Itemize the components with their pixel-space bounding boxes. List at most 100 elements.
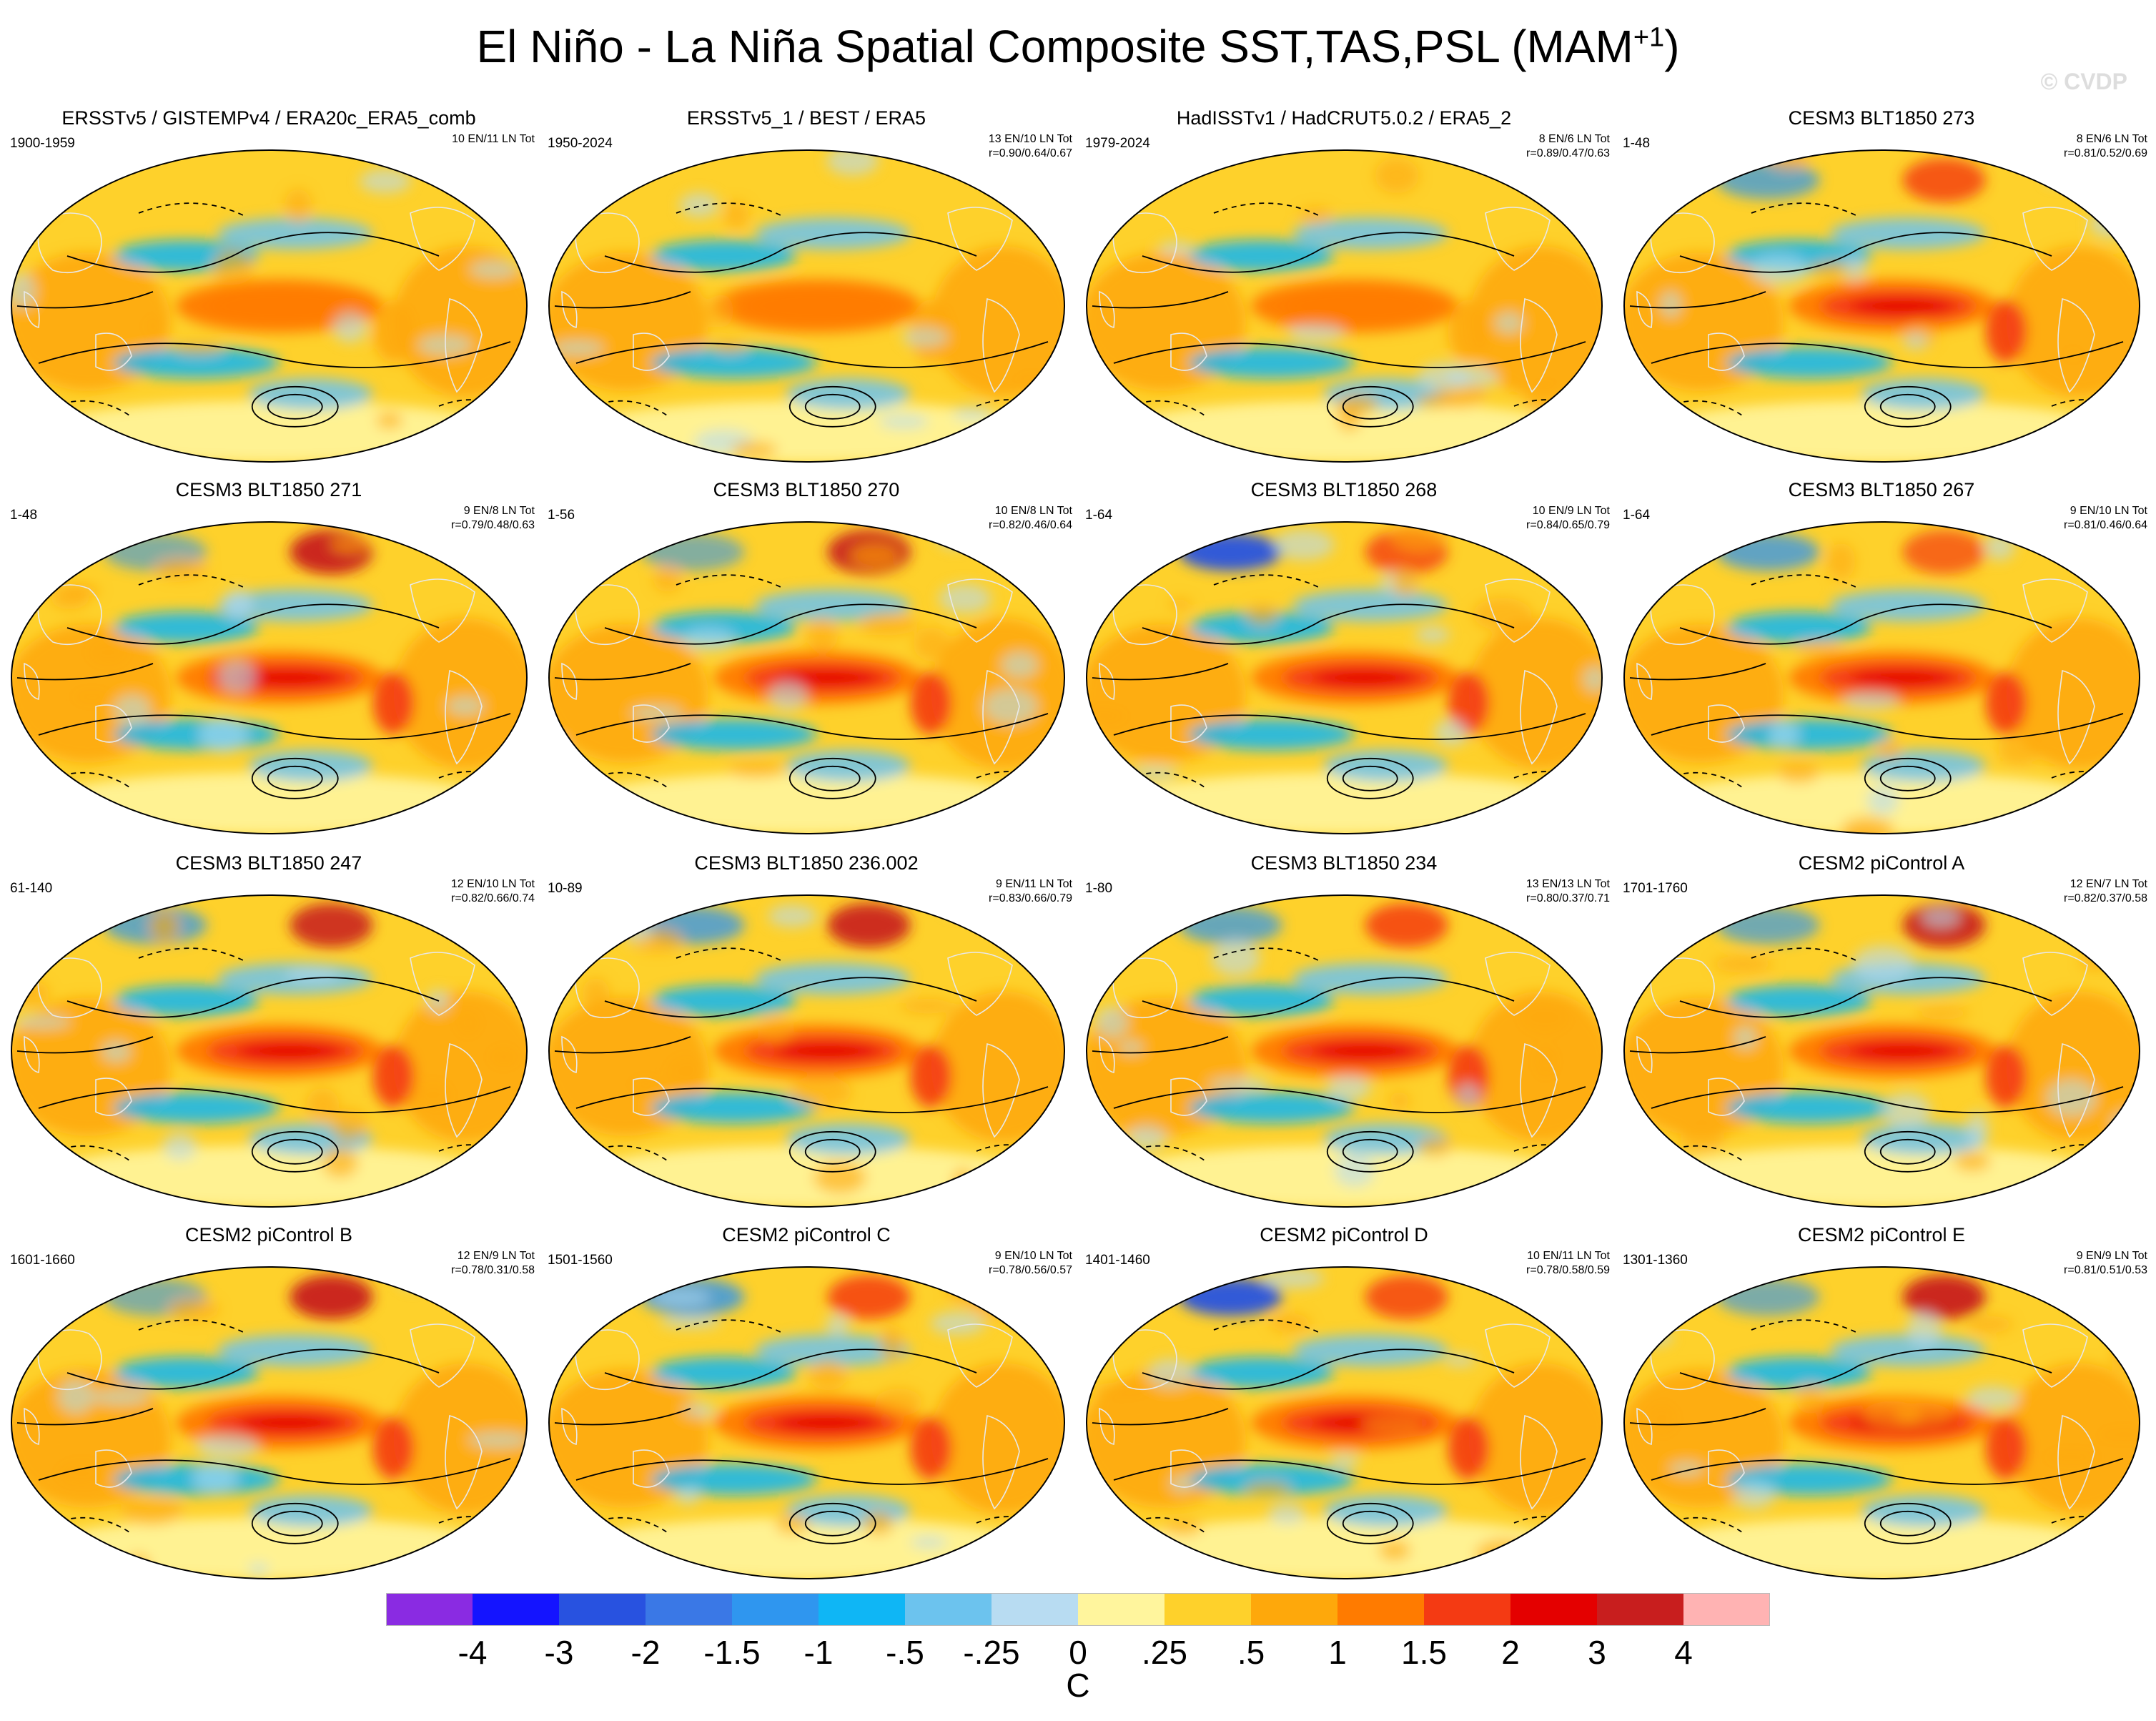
chart-title: El Niño - La Niña Spatial Composite SST,… (476, 21, 1680, 72)
map-border (1086, 521, 1603, 834)
el-nino-tongue-core (744, 290, 900, 322)
anomaly-speckle (2082, 1278, 2121, 1303)
anomaly-speckle (222, 588, 253, 619)
anomaly-speckle (396, 1267, 428, 1288)
anomaly-speckle (468, 1431, 527, 1449)
panel-event-counts: 10 EN/9 LN Tot (1532, 505, 1610, 517)
anomaly-speckle (1415, 626, 1450, 643)
cold-arc-north-east (1292, 589, 1448, 621)
cold-arc-north-west (651, 985, 796, 1017)
el-nino-tongue-peak (1851, 297, 1954, 315)
cold-arc-south-west (1726, 347, 1892, 379)
anomaly-speckle (1749, 255, 1809, 285)
anomaly-map (11, 1266, 528, 1579)
cold-arc-north-west (651, 240, 796, 272)
map-border (1086, 1266, 1603, 1579)
anomaly-speckle (863, 1510, 894, 1536)
map-panel: ERSSTv5 / GISTEMPv4 / ERA20c_ERA5_comb 19… (0, 107, 538, 465)
el-nino-tongue-peak (1313, 669, 1417, 687)
cold-arc-north-east (217, 1334, 373, 1366)
colorbar-tick-label: 0 (1069, 1634, 1087, 1671)
anomaly-speckle (1329, 1454, 1360, 1469)
cold-arc-north-east (755, 962, 911, 995)
anomaly-speckle (168, 1298, 219, 1321)
el-nino-tongue-peak (238, 669, 342, 687)
panel-title: CESM3 BLT1850 270 (713, 479, 900, 500)
panel-event-counts: 12 EN/10 LN Tot (450, 878, 535, 890)
anomaly-speckle (850, 543, 899, 568)
anomaly-speckle (488, 437, 515, 462)
anomaly-map (1086, 521, 1603, 834)
anomaly-map (1086, 1266, 1603, 1579)
arctic-warm-anomaly (1902, 1275, 1986, 1319)
anomaly-speckle (1997, 734, 2042, 765)
anomaly-speckle (1389, 1091, 1410, 1110)
anomaly-speckle (86, 638, 130, 667)
panel-pattern-correlation: r=0.78/0.31/0.58 (451, 1264, 535, 1276)
anomaly-speckle (1538, 1554, 1572, 1579)
anomaly-speckle (412, 1079, 454, 1110)
panel-event-counts: 9 EN/10 LN Tot (2070, 505, 2147, 517)
anomaly-speckle (1158, 241, 1195, 255)
anomaly-speckle (1624, 946, 1648, 974)
south-america-warm (372, 300, 415, 363)
anomaly-speckle (2045, 172, 2072, 184)
anomaly-speckle (874, 1388, 923, 1416)
cold-arc-south-east (1861, 1495, 1986, 1527)
anomaly-speckle (879, 414, 929, 430)
cold-arc-north-east (217, 217, 373, 250)
anomaly-speckle (1417, 1136, 1453, 1158)
anomaly-speckle (1261, 1268, 1325, 1289)
el-nino-tongue-peak (776, 1042, 879, 1060)
anomaly-speckle (1147, 1358, 1195, 1389)
anomaly-map (1623, 521, 2140, 834)
panel-title: CESM2 piControl D (1260, 1224, 1428, 1246)
colorbar-swatch (386, 1593, 473, 1626)
anomaly-speckle (1087, 706, 1129, 725)
panel-years: 1601-1660 (10, 1253, 75, 1268)
anomaly-speckle (679, 192, 719, 218)
colorbar-swatch (732, 1593, 819, 1626)
south-america-warm (1985, 671, 2027, 735)
map-border (11, 149, 528, 463)
anomaly-speckle (212, 249, 254, 285)
arctic-warm-anomaly (827, 1275, 911, 1319)
panel-title: CESM3 BLT1850 234 (1250, 852, 1438, 874)
anomaly-speckle (1903, 332, 1929, 350)
el-nino-tongue-peak (776, 669, 879, 687)
el-nino-tongue-peak (1313, 1042, 1417, 1060)
warm-patch-atlantic (2006, 618, 2140, 769)
colorbar-tick-label: 3 (1588, 1634, 1606, 1671)
cold-arc-south-east (248, 378, 373, 410)
anomaly-speckle (2080, 950, 2113, 971)
cold-arc-north-east (1830, 589, 1986, 621)
colorbar-swatch (1683, 1593, 1770, 1626)
panel-event-counts: 8 EN/6 LN Tot (1538, 133, 1610, 145)
anomaly-speckle (1624, 448, 1648, 462)
anomaly-speckle (1842, 255, 1867, 281)
anomaly-speckle (144, 315, 165, 337)
map-panel: CESM3 BLT1850 234 1-80 13 EN/13 LN Tot r=0.… (1075, 852, 1613, 1210)
cold-arc-north-west (114, 1356, 259, 1389)
anomaly-speckle (952, 406, 994, 420)
panel-event-counts: 10 EN/11 LN Tot (1527, 1250, 1610, 1262)
anomaly-speckle (1378, 1539, 1410, 1562)
anomaly-speckle (1734, 1025, 1758, 1050)
panel-event-counts: 9 EN/8 LN Tot (463, 505, 535, 517)
cold-arc-south-west (1189, 1092, 1355, 1124)
anomaly-speckle (1765, 456, 1786, 462)
map-panel: CESM3 BLT1850 268 1-64 10 EN/9 LN Tot r=0.8… (1075, 479, 1613, 837)
anomaly-speckle (675, 1486, 701, 1505)
map-border (548, 149, 1065, 463)
map-panel: CESM3 BLT1850 247 61-140 12 EN/10 LN Tot r=… (0, 852, 538, 1210)
anomaly-speckle (79, 822, 118, 834)
colorbar-swatch (1251, 1593, 1338, 1626)
anomaly-speckle (1455, 1083, 1481, 1108)
anomaly-speckle (768, 904, 817, 928)
anomaly-speckle (1660, 291, 1682, 317)
arctic-cold-anomaly (1178, 533, 1282, 571)
anomaly-speckle (284, 188, 312, 223)
map-border (1086, 149, 1603, 463)
cold-arc-south-west (651, 347, 817, 379)
colorbar-outline (386, 1593, 1770, 1626)
